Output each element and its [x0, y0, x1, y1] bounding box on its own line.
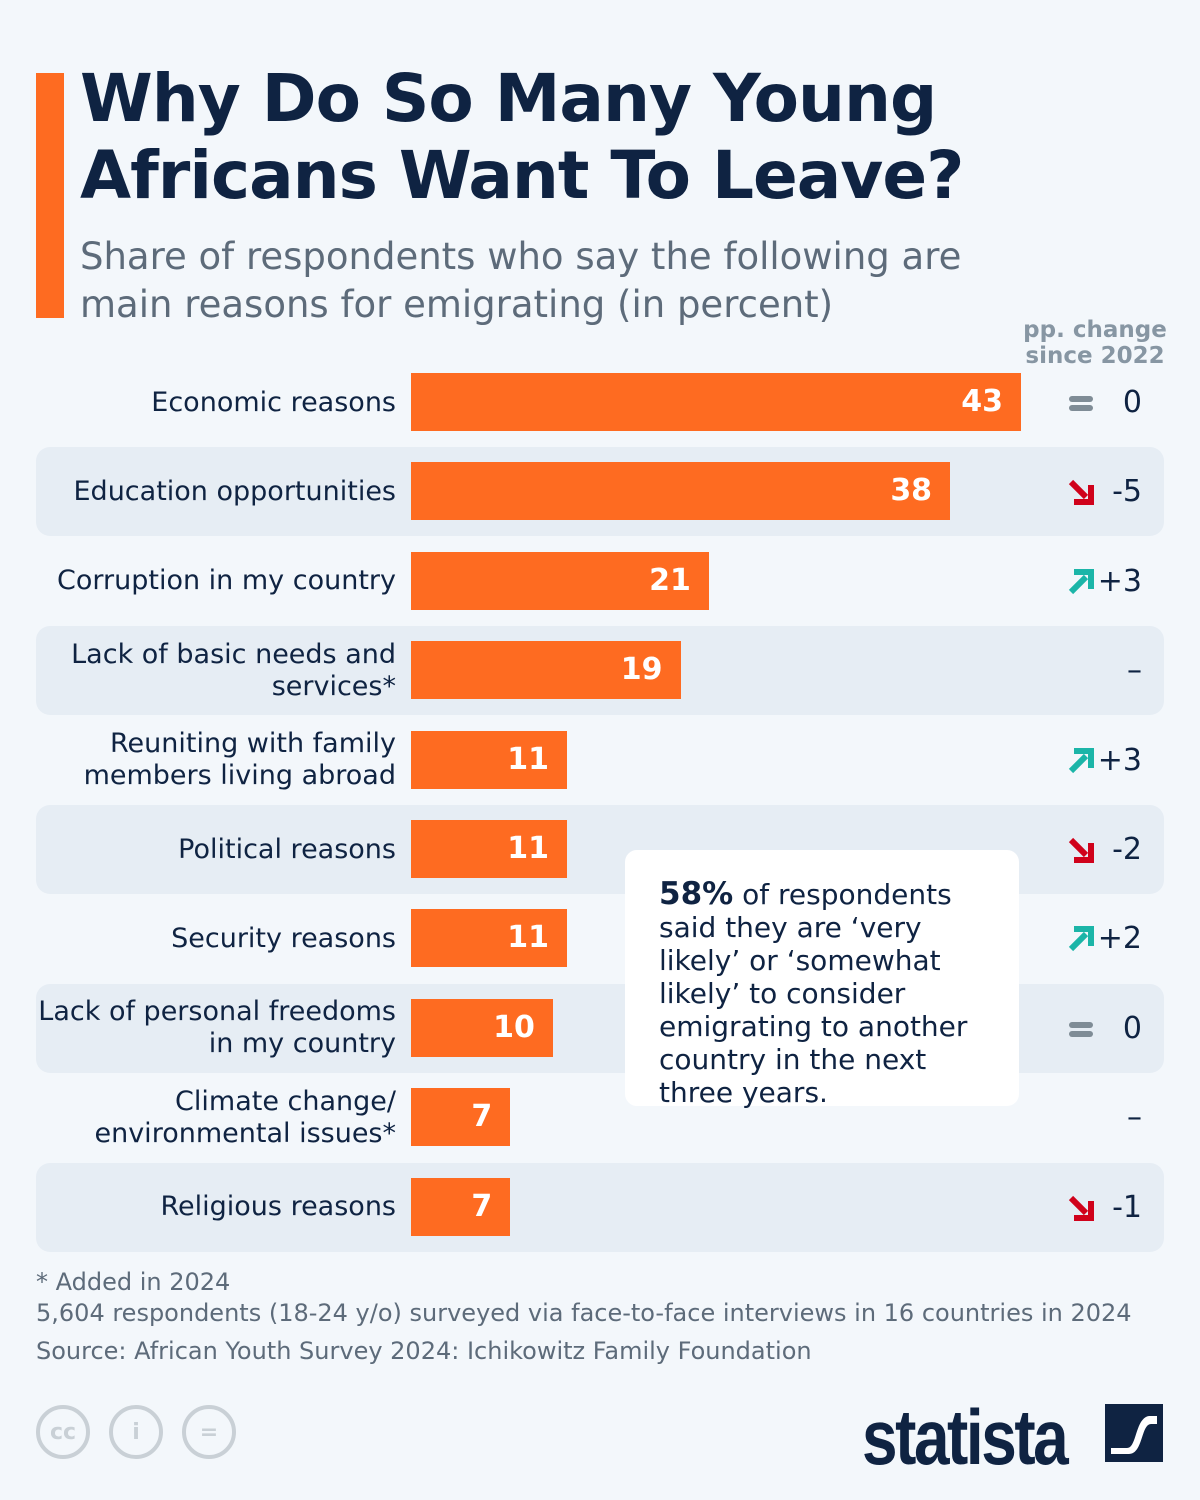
arrow-down-icon	[1068, 480, 1094, 506]
callout-box: 58% of respondents said they are ‘very l…	[625, 850, 1019, 1109]
change-value: –	[1127, 1100, 1142, 1136]
callout-highlight: 58%	[659, 876, 734, 912]
bar: 7	[411, 1088, 511, 1147]
source-note: Source: African Youth Survey 2024: Ichik…	[36, 1337, 812, 1365]
change-value: +2	[1097, 921, 1142, 957]
bar-value-label: 43	[961, 384, 1003, 419]
bar: 11	[411, 909, 568, 968]
bar-value-label: 21	[649, 562, 691, 598]
bar: 11	[411, 820, 568, 878]
bar-row: Economic reasons 43 0	[36, 358, 1164, 447]
chart-subtitle: Share of respondents who say the followi…	[80, 235, 962, 326]
change-value: +3	[1097, 563, 1142, 599]
bar-row: Lack of basic needs and services* 19 –	[36, 626, 1164, 716]
change-value: -1	[1112, 1189, 1142, 1225]
change-value: +3	[1097, 742, 1142, 778]
footnote-survey: 5,604 respondents (18-24 y/o) surveyed v…	[36, 1299, 1132, 1327]
arrow-down-icon	[1068, 1195, 1094, 1221]
category-label: Economic reasons	[151, 386, 396, 418]
change-value: -2	[1112, 832, 1142, 867]
change-column-header: pp. change since 2022	[1023, 317, 1167, 369]
bar-row: Religious reasons 7 -1	[36, 1162, 1164, 1252]
chart-title: Why Do So Many Young Africans Want To Le…	[80, 60, 964, 214]
category-label: Political reasons	[178, 833, 396, 865]
bar: 38	[411, 462, 951, 521]
category-label: Corruption in my country	[57, 565, 396, 597]
change-value: -5	[1112, 474, 1142, 510]
category-label: Lack of personal freedoms in my country	[38, 996, 396, 1060]
change-value: 0	[1122, 1010, 1142, 1046]
bar: 7	[411, 1177, 511, 1236]
category-label: Climate change/ environmental issues*	[94, 1085, 396, 1149]
statista-logo-mark	[1105, 1404, 1163, 1462]
arrow-up-icon	[1068, 926, 1094, 952]
change-value: –	[1127, 653, 1142, 689]
equal-icon	[1069, 396, 1093, 411]
bar-value-label: 19	[620, 652, 663, 688]
bar-row: Corruption in my country 21 +3	[36, 537, 1164, 626]
bar-row: Reuniting with family members living abr…	[36, 716, 1164, 805]
equal-icon	[1069, 1021, 1093, 1037]
arrow-down-icon	[1068, 837, 1094, 863]
bar: 11	[411, 730, 568, 789]
bar-value-label: 7	[471, 1188, 493, 1224]
callout-text: of respondents said they are ‘very likel…	[659, 878, 968, 1109]
bar-value-label: 10	[493, 1009, 535, 1045]
bar-value-label: 7	[471, 1099, 493, 1135]
bar: 19	[411, 641, 681, 700]
bar-value-label: 11	[507, 831, 550, 866]
category-label: Reuniting with family members living abr…	[83, 728, 396, 792]
category-label: Lack of basic needs and services*	[71, 638, 396, 702]
change-value: 0	[1122, 385, 1142, 420]
bar-value-label: 38	[890, 473, 933, 509]
bar-row: Climate change/ environmental issues* 7 –	[36, 1073, 1164, 1162]
bar-row: Education opportunities 38 -5	[36, 447, 1164, 537]
bar-row: Security reasons 11 +2	[36, 894, 1164, 983]
bar: 21	[411, 551, 709, 610]
cc-license-icon[interactable]: cc	[36, 1405, 90, 1459]
bar-value-label: 11	[507, 920, 550, 956]
bar: 43	[411, 373, 1021, 431]
category-label: Security reasons	[171, 922, 396, 954]
no-derivatives-icon[interactable]: =	[182, 1405, 236, 1459]
statista-logo[interactable]: statista	[862, 1393, 1069, 1481]
footnote-added: * Added in 2024	[36, 1268, 231, 1296]
category-label: Religious reasons	[160, 1191, 396, 1223]
arrow-up-icon	[1068, 568, 1094, 594]
attribution-icon[interactable]: i	[109, 1405, 163, 1459]
category-label: Education opportunities	[73, 475, 397, 507]
arrow-up-icon	[1068, 747, 1094, 773]
title-accent-bar	[36, 73, 64, 318]
bar: 10	[411, 998, 553, 1057]
bar-value-label: 11	[507, 741, 550, 777]
